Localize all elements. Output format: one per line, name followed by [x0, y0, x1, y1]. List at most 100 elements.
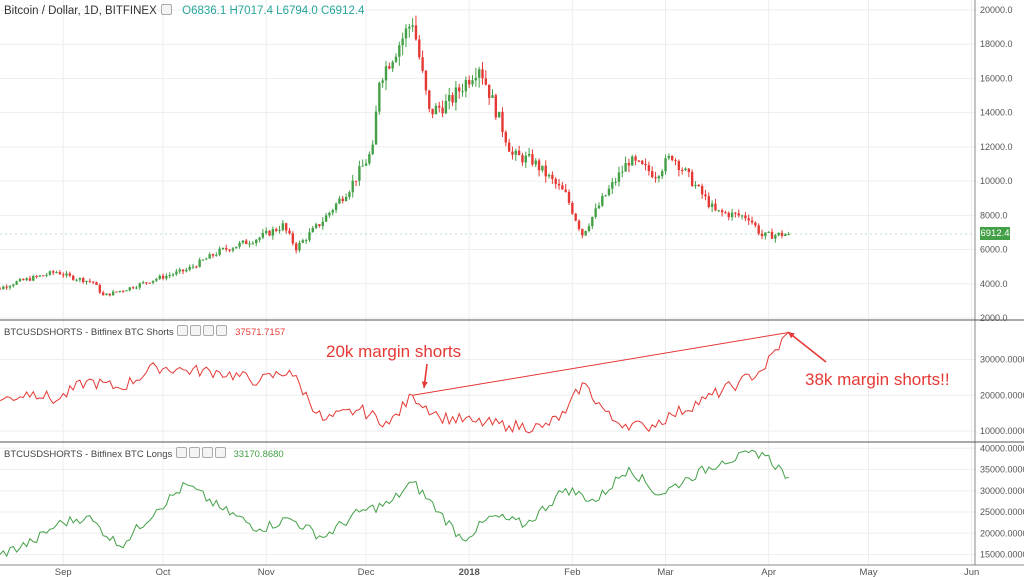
- candle-body: [461, 91, 464, 93]
- candle-body: [58, 272, 62, 275]
- candle-body: [22, 279, 25, 281]
- candle-body: [604, 195, 607, 197]
- candle-body: [62, 274, 65, 276]
- shorts-pane[interactable]: [0, 331, 790, 434]
- candle-body: [371, 144, 374, 155]
- gear-icon[interactable]: [190, 325, 202, 336]
- candle-body: [98, 284, 102, 293]
- candle-body: [351, 180, 354, 193]
- candle-body: [644, 163, 647, 166]
- candle-body: [221, 248, 225, 250]
- eye-icon[interactable]: [177, 325, 189, 336]
- settings-icon[interactable]: [160, 4, 172, 15]
- candle-body: [238, 242, 241, 247]
- candle-body: [25, 278, 28, 281]
- candle-body: [321, 221, 324, 226]
- candle-body: [338, 198, 341, 204]
- candle-body: [780, 232, 784, 236]
- candle-body: [111, 291, 115, 296]
- longs-title[interactable]: BTCUSDSHORTS - Bitfinex BTC Longs: [4, 449, 173, 460]
- eye-icon[interactable]: [175, 447, 187, 458]
- candle-body: [454, 87, 458, 103]
- close-icon[interactable]: [203, 325, 215, 336]
- candle-body: [574, 213, 577, 221]
- candle-body: [451, 95, 454, 103]
- close-icon[interactable]: [201, 447, 213, 458]
- candle-body: [594, 208, 597, 217]
- candle-body: [198, 259, 201, 267]
- candle-body: [85, 280, 88, 283]
- symbol-title[interactable]: Bitcoin / Dollar, 1D, BITFINEX: [4, 5, 157, 17]
- shorts-title[interactable]: BTCUSDSHORTS - Bitfinex BTC Shorts: [4, 327, 174, 338]
- candle-body: [378, 82, 381, 112]
- candle-body: [32, 275, 35, 281]
- more-icon[interactable]: [216, 325, 228, 336]
- candle-body: [195, 266, 198, 268]
- candle-body: [434, 105, 438, 115]
- candle-body: [42, 275, 45, 277]
- y-tick-label: 16000.0: [980, 73, 1013, 83]
- candle-body: [444, 100, 448, 114]
- candle-body: [185, 269, 188, 272]
- candle-body: [411, 25, 414, 27]
- candle-body: [670, 156, 674, 161]
- candle-body: [637, 160, 641, 162]
- candle-body: [477, 69, 481, 78]
- more-icon[interactable]: [214, 447, 226, 458]
- candle-body: [428, 90, 431, 109]
- candle-body: [438, 105, 441, 108]
- candle-body: [145, 282, 148, 284]
- longs-pane[interactable]: [0, 449, 789, 558]
- candle-body: [268, 230, 271, 236]
- candle-body: [218, 248, 221, 255]
- candle-body: [497, 111, 501, 118]
- candle-body: [228, 249, 231, 251]
- candle-body: [72, 275, 75, 280]
- candle-body: [178, 269, 181, 272]
- candle-body: [667, 156, 671, 159]
- candle-body: [651, 171, 654, 178]
- candle-body: [458, 87, 461, 92]
- candle-body: [754, 222, 757, 226]
- candle-body: [511, 151, 514, 155]
- y-tick-label: 20000.0000: [980, 390, 1024, 400]
- candle-body: [118, 290, 121, 292]
- candle-body: [614, 181, 617, 183]
- candle-body: [760, 233, 764, 237]
- candle-body: [418, 39, 421, 58]
- y-tick-label: 10000.0: [980, 176, 1013, 186]
- candle-body: [717, 210, 720, 212]
- candle-body: [537, 160, 541, 171]
- candle-body: [78, 278, 82, 280]
- candle-body: [750, 220, 754, 223]
- candle-body: [131, 287, 135, 289]
- candle-body: [211, 254, 215, 256]
- candle-body: [188, 266, 191, 270]
- candle-body: [551, 174, 554, 179]
- candle-body: [308, 232, 311, 241]
- candle-body: [647, 165, 651, 172]
- price-pane[interactable]: [0, 15, 975, 297]
- candle-body: [161, 275, 165, 279]
- candle-body: [727, 212, 730, 218]
- candle-body: [175, 271, 178, 275]
- candle-body: [524, 155, 527, 163]
- candle-body: [764, 232, 767, 237]
- candle-body: [611, 182, 614, 189]
- candle-body: [687, 168, 691, 172]
- candle-body: [12, 284, 15, 287]
- candle-body: [464, 79, 468, 92]
- candle-body: [627, 163, 631, 166]
- candle-body: [248, 243, 251, 245]
- candle-body: [155, 278, 158, 281]
- candle-body: [245, 240, 248, 245]
- candle-body: [448, 95, 451, 101]
- candle-body: [720, 210, 724, 213]
- candle-body: [617, 172, 621, 182]
- candle-body: [141, 282, 145, 284]
- candle-body: [65, 273, 68, 276]
- longs-legend: BTCUSDSHORTS - Bitfinex BTC Longs 33170.…: [4, 447, 284, 460]
- candle-body: [271, 229, 275, 236]
- y-tick-label: 14000.0: [980, 108, 1013, 118]
- gear-icon[interactable]: [188, 447, 200, 458]
